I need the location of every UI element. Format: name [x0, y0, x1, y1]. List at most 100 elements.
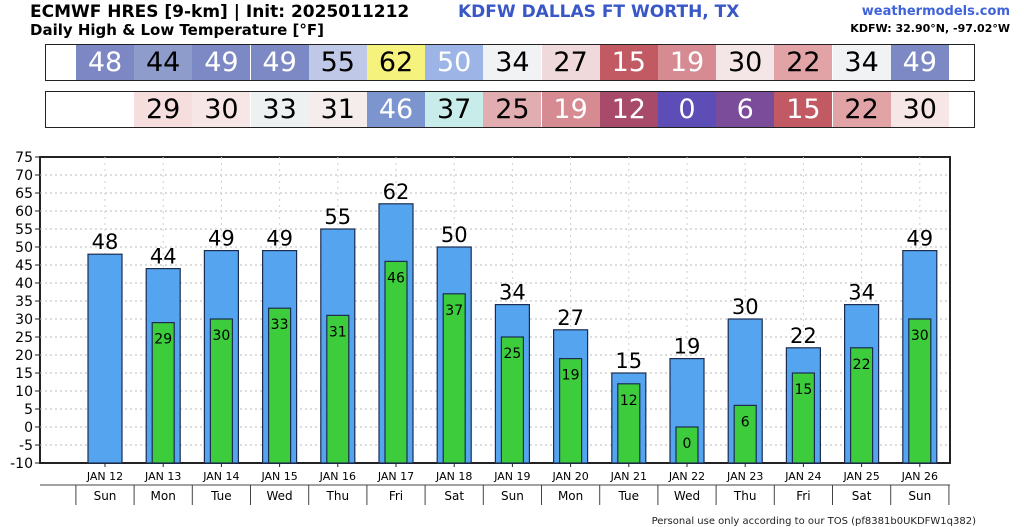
model-title: ECMWF HRES [9-km] | Init: 2025011212: [30, 2, 410, 22]
low-strip-cell: 33: [250, 92, 309, 127]
high-strip-cell: 34: [832, 45, 891, 80]
weekday-label: Fri: [796, 489, 810, 503]
high-strip-cell: 22: [774, 45, 833, 80]
high-data-label: 49: [266, 227, 293, 251]
high-bar: [87, 253, 123, 464]
high-strip-cell: 50: [425, 45, 484, 80]
weekday-label: Wed: [674, 489, 700, 503]
x-tick-label: JAN 25: [842, 470, 879, 483]
x-tick-label: JAN 23: [726, 470, 763, 483]
x-tick-label: JAN 19: [493, 470, 530, 483]
low-strip-cell: 15: [774, 92, 833, 127]
high-strip-cell: 49: [192, 45, 251, 80]
low-data-label: 29: [154, 332, 172, 348]
high-strip-cell: 49: [890, 45, 949, 80]
y-tick-label: 40: [15, 276, 33, 292]
x-tick-label: JAN 26: [901, 470, 938, 483]
x-tick-label: JAN 12: [86, 470, 123, 483]
high-data-label: 22: [790, 324, 817, 348]
low-temperature-strip: 29 30 33 31 46 37 25 19 12 0 6 15 22 30: [45, 91, 975, 128]
low-strip-cell: 0: [658, 92, 716, 127]
station-coords: KDFW: 32.90°N, -97.02°W: [850, 22, 1010, 35]
chart-subtitle: Daily High & Low Temperature [°F]: [30, 21, 325, 39]
low-strip-cell: 30: [890, 92, 949, 127]
x-tick-label: JAN 15: [260, 470, 297, 483]
low-bar: [442, 293, 466, 464]
low-data-label: 46: [387, 270, 405, 286]
weekday-label: Fri: [389, 489, 403, 503]
high-data-label: 44: [150, 245, 177, 269]
high-data-label: 50: [441, 223, 468, 247]
high-data-label: 15: [615, 349, 642, 373]
weekday-label: Wed: [267, 489, 293, 503]
high-strip-cell: 19: [658, 45, 716, 80]
brand-link[interactable]: weathermodels.com: [861, 4, 1010, 19]
weekday-label: Thu: [326, 489, 350, 503]
low-data-label: 19: [562, 368, 580, 384]
y-tick-label: 35: [15, 294, 33, 310]
weekday-label: Mon: [558, 489, 583, 503]
x-tick-label: JAN 18: [435, 470, 472, 483]
weekday-label: Mon: [151, 489, 176, 503]
y-tick-label: 45: [15, 258, 33, 274]
low-strip-cell: [76, 92, 134, 127]
high-data-label: 62: [383, 180, 410, 204]
weekday-label: Sun: [501, 489, 524, 503]
low-strip-cell: 37: [425, 92, 484, 127]
weekday-label: Sun: [908, 489, 931, 503]
high-strip-cell: 30: [716, 45, 775, 80]
footer-note: Personal use only according to our TOS (…: [651, 516, 976, 527]
y-tick-label: 60: [15, 204, 33, 220]
x-tick-label: JAN 14: [202, 470, 239, 483]
weekday-label: Thu: [733, 489, 757, 503]
weekday-label: Sun: [94, 489, 117, 503]
low-data-label: 12: [620, 393, 638, 409]
y-tick-label: 70: [15, 168, 33, 184]
x-tick-label: JAN 21: [610, 470, 647, 483]
x-tick-label: JAN 17: [377, 470, 414, 483]
low-bar: [384, 260, 408, 464]
y-tick-label: 0: [24, 420, 33, 436]
high-data-label: 55: [324, 205, 351, 229]
y-tick-label: 65: [15, 186, 33, 202]
station-title: KDFW DALLAS FT WORTH, TX: [458, 2, 740, 22]
low-strip-cell: 31: [308, 92, 367, 127]
y-tick-label: 50: [15, 240, 33, 256]
low-strip-cell: 12: [599, 92, 658, 127]
low-data-label: 30: [911, 328, 929, 344]
low-strip-cell: 19: [541, 92, 600, 127]
y-tick-label: -5: [19, 438, 33, 454]
high-data-label: 27: [557, 306, 584, 330]
low-strip-cell: 25: [483, 92, 542, 127]
y-tick-label: 55: [15, 222, 33, 238]
low-data-label: 37: [445, 303, 463, 319]
y-tick-label: 10: [15, 384, 33, 400]
high-strip-cell: 44: [134, 45, 193, 80]
y-tick-label: 30: [15, 312, 33, 328]
low-strip-cell: 6: [716, 92, 775, 127]
low-data-label: 30: [212, 328, 230, 344]
high-data-label: 34: [499, 281, 526, 305]
high-data-label: 34: [848, 281, 875, 305]
low-data-label: 22: [853, 357, 871, 373]
high-data-label: 49: [208, 227, 235, 251]
low-data-label: 33: [271, 317, 289, 333]
y-tick-label: 20: [15, 348, 33, 364]
high-strip-cell: 15: [599, 45, 658, 80]
low-data-label: 6: [741, 414, 750, 430]
y-tick-label: 25: [15, 330, 33, 346]
low-data-label: 0: [683, 436, 692, 452]
x-tick-label: JAN 20: [551, 470, 588, 483]
weekday-label: Sat: [852, 489, 872, 503]
high-strip-cell: 48: [76, 45, 134, 80]
weekday-label: Tue: [618, 489, 640, 503]
low-strip-cell: 22: [832, 92, 891, 127]
high-strip-cell: 49: [250, 45, 309, 80]
low-strip-cell: 29: [134, 92, 193, 127]
low-data-label: 25: [503, 346, 521, 362]
low-strip-cell: 46: [367, 92, 425, 127]
high-data-label: 49: [906, 227, 933, 251]
high-strip-cell: 27: [541, 45, 600, 80]
high-temperature-strip: 48 44 49 49 55 62 50 34 27 15 19 30 22 34 49: [45, 44, 975, 81]
